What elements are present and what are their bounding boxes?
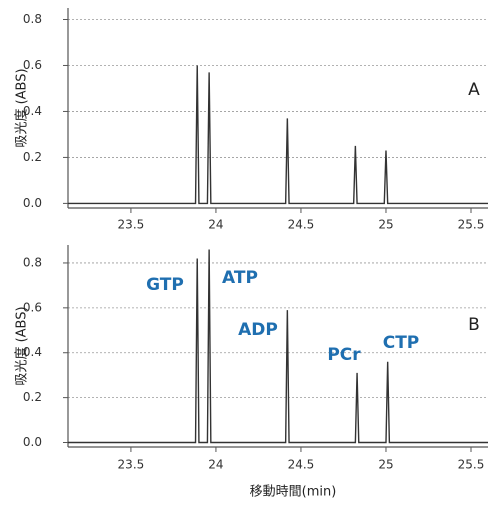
y-tick-label: 0.4 [23,104,42,118]
y-tick-label: 0.0 [23,196,42,210]
x-tick-label: 23.5 [118,218,145,232]
y-axis-label: 吸光度 (ABS) [14,306,30,385]
x-axis-label: 移動時間(min) [250,485,337,500]
x-tick-label: 24.5 [288,458,315,472]
y-tick-label: 0.4 [23,345,42,359]
x-tick-label: 25.5 [458,458,485,472]
panel-label: B [468,315,480,335]
trace [68,65,488,205]
peak-label: GTP [146,275,184,295]
x-tick-label: 24 [208,458,223,472]
x-tick-label: 23.5 [118,458,145,472]
x-tick-label: 24.5 [288,218,315,232]
y-tick-label: 0.8 [23,255,42,269]
peak-label: ADP [238,320,278,340]
y-tick-label: 0.8 [23,12,42,26]
y-tick-label: 0.2 [23,390,42,404]
x-tick-label: 25 [378,218,393,232]
peak-label: ATP [222,268,258,288]
y-tick-label: 0.2 [23,150,42,164]
y-tick-label: 0.6 [23,58,42,72]
y-axis-label: 吸光度 (ABS) [14,68,30,147]
panel-label: A [468,80,480,100]
x-tick-label: 25 [378,458,393,472]
x-tick-label: 25.5 [458,218,485,232]
y-tick-label: 0.0 [23,435,42,449]
trace [68,249,488,444]
peak-label: PCr [327,345,361,365]
x-tick-label: 24 [208,218,223,232]
y-tick-label: 0.6 [23,300,42,314]
peak-label: CTP [383,333,420,353]
